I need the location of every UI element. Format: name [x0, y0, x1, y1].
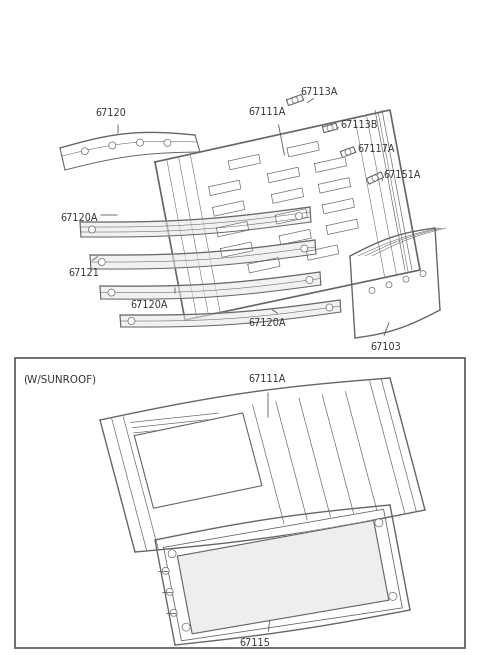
Circle shape — [372, 175, 378, 181]
Circle shape — [327, 125, 333, 131]
Text: 67111A: 67111A — [248, 107, 286, 117]
Polygon shape — [279, 229, 312, 245]
Text: 67151A: 67151A — [383, 170, 420, 180]
Circle shape — [166, 588, 173, 595]
Circle shape — [164, 140, 171, 146]
Circle shape — [98, 259, 105, 265]
Polygon shape — [90, 240, 316, 269]
Text: 67117A: 67117A — [357, 144, 395, 154]
Polygon shape — [248, 257, 280, 273]
Circle shape — [301, 245, 308, 252]
Polygon shape — [326, 219, 359, 234]
Polygon shape — [209, 180, 241, 196]
Text: 67120A: 67120A — [248, 318, 286, 328]
Polygon shape — [228, 155, 261, 170]
Polygon shape — [134, 413, 262, 508]
Text: 67111A: 67111A — [248, 374, 286, 384]
Circle shape — [326, 304, 333, 311]
Circle shape — [168, 550, 176, 557]
Text: 67121: 67121 — [68, 268, 99, 278]
Polygon shape — [318, 178, 350, 193]
Circle shape — [345, 149, 351, 155]
Circle shape — [306, 276, 313, 284]
Circle shape — [420, 271, 426, 276]
Circle shape — [88, 226, 96, 233]
Text: 67120A: 67120A — [60, 213, 97, 223]
Text: 67115: 67115 — [240, 638, 270, 648]
Text: 67113A: 67113A — [300, 87, 337, 97]
Polygon shape — [287, 141, 319, 157]
Polygon shape — [178, 521, 389, 634]
Circle shape — [296, 212, 302, 219]
Circle shape — [182, 623, 190, 631]
Circle shape — [136, 139, 144, 146]
Circle shape — [81, 148, 88, 155]
Polygon shape — [314, 157, 347, 172]
Circle shape — [170, 609, 177, 616]
Text: 67120A: 67120A — [130, 300, 168, 310]
Circle shape — [369, 288, 375, 293]
Polygon shape — [271, 188, 303, 203]
Circle shape — [292, 97, 298, 103]
Text: 67103: 67103 — [370, 342, 401, 352]
Polygon shape — [275, 209, 307, 224]
Circle shape — [386, 282, 392, 288]
Bar — [15, 358, 465, 648]
Circle shape — [403, 276, 409, 282]
Polygon shape — [213, 201, 245, 216]
Polygon shape — [216, 221, 249, 236]
Text: (W/SUNROOF): (W/SUNROOF) — [23, 374, 96, 384]
Circle shape — [109, 142, 116, 149]
Polygon shape — [322, 198, 354, 214]
Circle shape — [108, 289, 115, 296]
Polygon shape — [80, 207, 311, 237]
Polygon shape — [220, 242, 252, 257]
Circle shape — [389, 592, 397, 601]
Circle shape — [375, 519, 383, 527]
Polygon shape — [100, 272, 321, 299]
Text: 67113B: 67113B — [340, 120, 377, 130]
Circle shape — [128, 318, 135, 324]
Polygon shape — [307, 245, 339, 260]
Polygon shape — [120, 300, 341, 327]
Circle shape — [162, 567, 169, 574]
Polygon shape — [267, 167, 300, 183]
Text: 67120: 67120 — [95, 108, 126, 118]
